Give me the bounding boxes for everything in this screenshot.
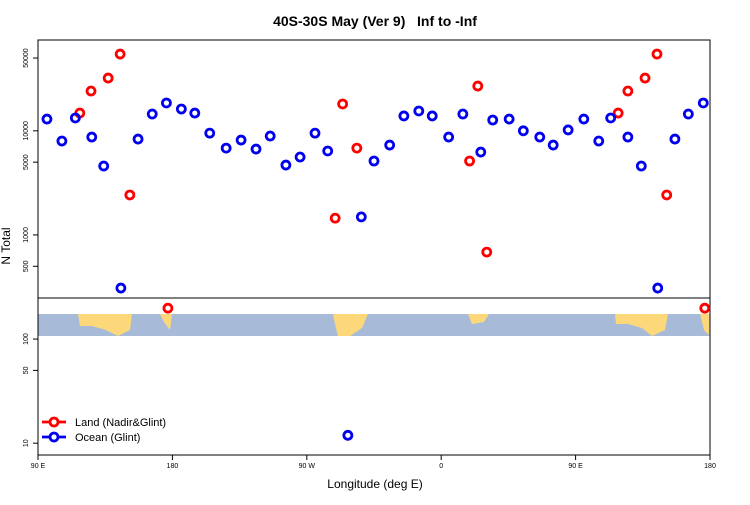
- point: [329, 212, 341, 224]
- point: [464, 155, 475, 167]
- point: [651, 48, 663, 60]
- point: [562, 124, 574, 136]
- x-tick-label: 180: [704, 463, 716, 470]
- y-axis-label: N Total: [0, 227, 13, 264]
- plot-frame: [37, 39, 711, 456]
- point: [204, 127, 216, 139]
- point: [114, 48, 126, 60]
- point: [605, 112, 617, 124]
- point: [115, 282, 127, 294]
- map-strip: [38, 314, 710, 336]
- point: [699, 302, 711, 314]
- x-tick-label: 90 W: [299, 463, 316, 470]
- x-tick-label: 90 E: [31, 463, 46, 470]
- point: [661, 189, 673, 201]
- point: [697, 97, 709, 109]
- point: [355, 211, 367, 223]
- point: [481, 246, 493, 258]
- point: [280, 159, 292, 171]
- point: [368, 155, 380, 167]
- point: [593, 135, 605, 147]
- point: [384, 139, 396, 151]
- legend-marker: [48, 431, 60, 443]
- point: [309, 127, 321, 139]
- point: [547, 139, 559, 151]
- point: [161, 97, 172, 109]
- y-tick-label: 1000: [23, 227, 30, 243]
- point: [413, 105, 425, 117]
- x-tick-label: 90 E: [568, 463, 583, 470]
- point: [517, 125, 529, 137]
- y-tick-label: 100: [23, 333, 30, 345]
- point: [162, 302, 174, 314]
- point: [337, 98, 349, 110]
- point: [472, 80, 484, 92]
- y-tick-label: 50000: [23, 48, 30, 68]
- legend-label: Ocean (Glint): [75, 432, 140, 444]
- point: [264, 130, 276, 142]
- y-tick-label: 10000: [23, 121, 30, 141]
- point: [503, 113, 515, 125]
- point: [682, 108, 694, 120]
- point: [457, 108, 469, 120]
- point: [398, 110, 410, 122]
- y-tick-label: 5000: [23, 154, 30, 170]
- point: [669, 133, 681, 145]
- point: [534, 131, 546, 143]
- y-tick-label: 10: [23, 439, 30, 447]
- point: [56, 135, 68, 147]
- point: [342, 429, 354, 441]
- point: [41, 113, 53, 125]
- point: [235, 134, 247, 146]
- point: [86, 131, 98, 143]
- point: [622, 85, 634, 97]
- point: [487, 114, 499, 126]
- point: [351, 142, 363, 154]
- y-tick-label: 500: [23, 260, 30, 272]
- point: [132, 133, 144, 145]
- point: [612, 107, 624, 119]
- point: [578, 113, 590, 125]
- chart-title: 40S-30S May (Ver 9) Inf to -Inf: [273, 13, 477, 29]
- point: [220, 142, 232, 154]
- x-axis-label: Longitude (deg E): [327, 477, 422, 491]
- point: [426, 110, 438, 122]
- point: [146, 108, 158, 120]
- point: [124, 189, 136, 201]
- point: [189, 107, 201, 119]
- x-tick-label: 0: [439, 463, 443, 470]
- y-tick-label: 50: [23, 366, 30, 374]
- x-tick-label: 180: [167, 463, 179, 470]
- point: [475, 146, 487, 158]
- point: [635, 160, 647, 172]
- point: [639, 72, 651, 84]
- point: [250, 143, 262, 155]
- point: [85, 85, 97, 97]
- legend-label: Land (Nadir&Glint): [75, 417, 166, 429]
- point: [322, 145, 334, 157]
- point: [98, 160, 110, 172]
- point: [652, 282, 664, 294]
- point: [69, 112, 81, 124]
- point: [294, 151, 306, 163]
- point: [102, 72, 114, 84]
- point: [443, 131, 455, 143]
- legend-marker: [48, 416, 60, 428]
- point: [622, 131, 634, 143]
- point: [175, 103, 187, 115]
